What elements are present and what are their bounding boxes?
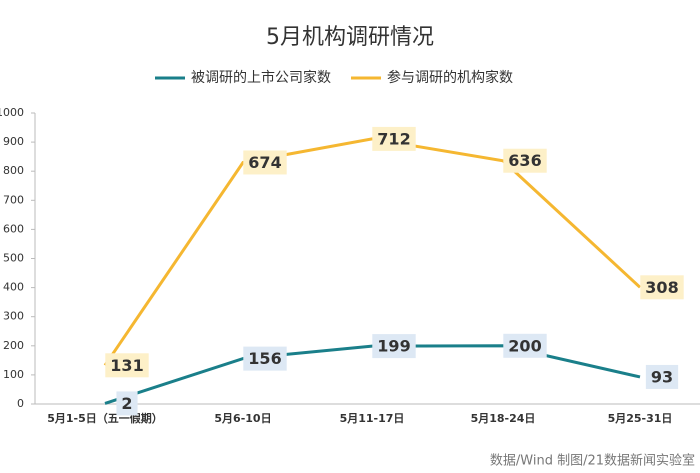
x-tick-label: 5月25-31日: [608, 412, 673, 425]
data-label-bg: [105, 353, 149, 378]
y-tick-label: 400: [3, 281, 24, 294]
x-tick-label: 5月11-17日: [340, 412, 405, 425]
data-label: 674: [248, 153, 281, 172]
x-tick-label: 5月1-5日（五一假期）: [47, 411, 163, 425]
data-label: 93: [651, 367, 673, 386]
data-label-bg: [503, 148, 547, 173]
data-label-bg: [243, 346, 287, 371]
y-tick-label: 300: [3, 310, 24, 323]
data-label-bg: [503, 333, 547, 358]
data-label: 200: [508, 336, 541, 355]
data-label-bg: [645, 364, 679, 389]
data-label-bg: [243, 150, 287, 175]
y-tick-label: 200: [3, 339, 24, 352]
y-tick-label: 0: [17, 397, 24, 410]
data-label-bg: [640, 275, 684, 300]
chart-title: 5月机构调研情况: [266, 25, 434, 50]
data-label-bg: [372, 334, 416, 359]
data-label: 712: [377, 129, 410, 148]
y-tick-label: 700: [3, 193, 24, 206]
y-tick-label: 800: [3, 164, 24, 177]
source: 数据/Wind 制图/21数据新闻实验室: [490, 453, 695, 469]
y-tick-label: 900: [3, 135, 24, 148]
legend-label: 被调研的上市公司家数: [191, 69, 331, 86]
x-tick-label: 5月18-24日: [471, 412, 536, 425]
data-label-bg: [116, 391, 138, 416]
legend-label: 参与调研的机构家数: [387, 69, 513, 86]
y-tick-label: 100: [3, 368, 24, 381]
series-line: [103, 137, 642, 367]
data-label: 636: [508, 151, 541, 170]
y-tick-label: 1000: [0, 106, 24, 119]
data-label: 156: [248, 349, 281, 368]
data-label: 2: [121, 394, 132, 413]
data-label: 199: [377, 337, 410, 356]
data-label: 131: [110, 356, 143, 375]
y-tick-label: 500: [3, 252, 24, 265]
x-tick-label: 5月6-10日: [214, 412, 271, 425]
series-line: [104, 344, 641, 405]
data-label-bg: [372, 126, 416, 151]
y-tick-label: 600: [3, 222, 24, 235]
data-label: 308: [645, 278, 678, 297]
